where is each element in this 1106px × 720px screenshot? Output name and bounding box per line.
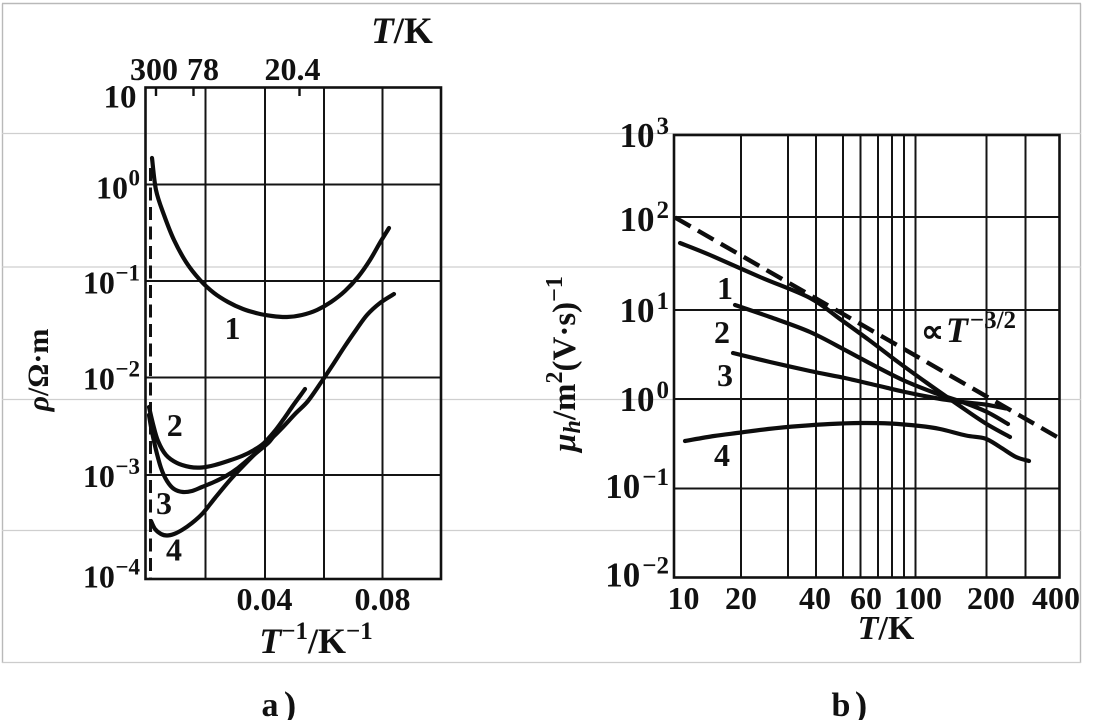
svg-text:20.4: 20.4 bbox=[265, 51, 321, 87]
svg-text:10−1: 10−1 bbox=[605, 464, 669, 506]
svg-text:0.04: 0.04 bbox=[237, 581, 293, 617]
svg-text:T−1/K−1: T−1/K−1 bbox=[259, 618, 373, 661]
svg-text:4: 4 bbox=[714, 437, 730, 473]
svg-text:200: 200 bbox=[967, 580, 1015, 616]
svg-text:10−2: 10−2 bbox=[83, 357, 140, 397]
svg-text:2: 2 bbox=[714, 314, 730, 350]
svg-text:300: 300 bbox=[130, 51, 178, 87]
svg-text:): ) bbox=[855, 685, 867, 720]
svg-text:10−2: 10−2 bbox=[605, 553, 669, 595]
svg-text:ρ/Ω·m: ρ/Ω·m bbox=[22, 329, 55, 413]
svg-text:T/K: T/K bbox=[371, 11, 433, 52]
svg-text:1: 1 bbox=[717, 270, 733, 306]
svg-text:100: 100 bbox=[894, 580, 942, 616]
svg-text:400: 400 bbox=[1032, 580, 1080, 616]
svg-text:40: 40 bbox=[799, 580, 831, 616]
svg-text:μh/m2(V·s)−1: μh/m2(V·s)−1 bbox=[542, 276, 586, 454]
svg-text:4: 4 bbox=[166, 532, 182, 568]
svg-text:10: 10 bbox=[104, 80, 137, 116]
svg-text:b: b bbox=[832, 687, 851, 720]
svg-text:78: 78 bbox=[187, 51, 219, 87]
svg-text:60: 60 bbox=[850, 580, 882, 616]
svg-text:3: 3 bbox=[156, 485, 172, 521]
svg-text:T/K: T/K bbox=[858, 610, 915, 647]
svg-text:3: 3 bbox=[717, 357, 733, 393]
svg-text:20: 20 bbox=[725, 580, 757, 616]
svg-text:a: a bbox=[262, 687, 279, 720]
svg-text:10: 10 bbox=[668, 580, 700, 616]
svg-text:0.08: 0.08 bbox=[355, 581, 411, 617]
svg-text:): ) bbox=[284, 685, 296, 720]
svg-text:1: 1 bbox=[225, 310, 241, 346]
svg-text:2: 2 bbox=[167, 407, 183, 443]
